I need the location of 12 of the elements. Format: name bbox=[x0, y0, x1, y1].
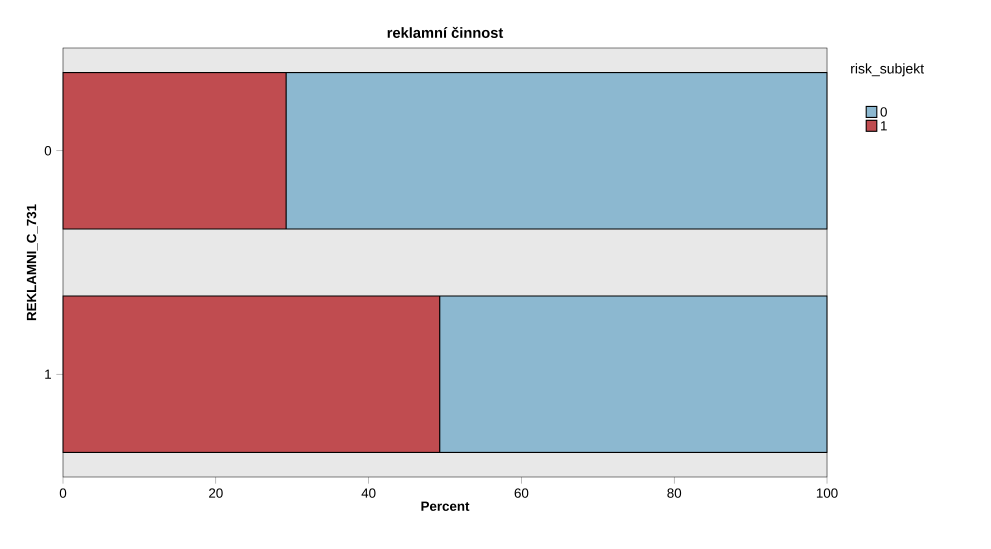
x-axis-title: Percent bbox=[421, 502, 470, 511]
x-tick-label: 100 bbox=[816, 488, 838, 498]
x-tick-label: 0 bbox=[60, 488, 66, 498]
y-axis-title: REKLAMNI_C_731 bbox=[26, 204, 38, 320]
x-tick-label: 20 bbox=[209, 488, 223, 498]
legend-label: 0 bbox=[880, 107, 887, 117]
legend-title: risk_subjekt bbox=[851, 63, 924, 76]
x-tick-label: 60 bbox=[514, 488, 528, 498]
x-tick-label: 80 bbox=[667, 488, 682, 498]
x-tick-label: 40 bbox=[362, 488, 376, 498]
legend-label: 1 bbox=[881, 121, 887, 130]
chart-title: reklamní činnost bbox=[388, 26, 504, 38]
